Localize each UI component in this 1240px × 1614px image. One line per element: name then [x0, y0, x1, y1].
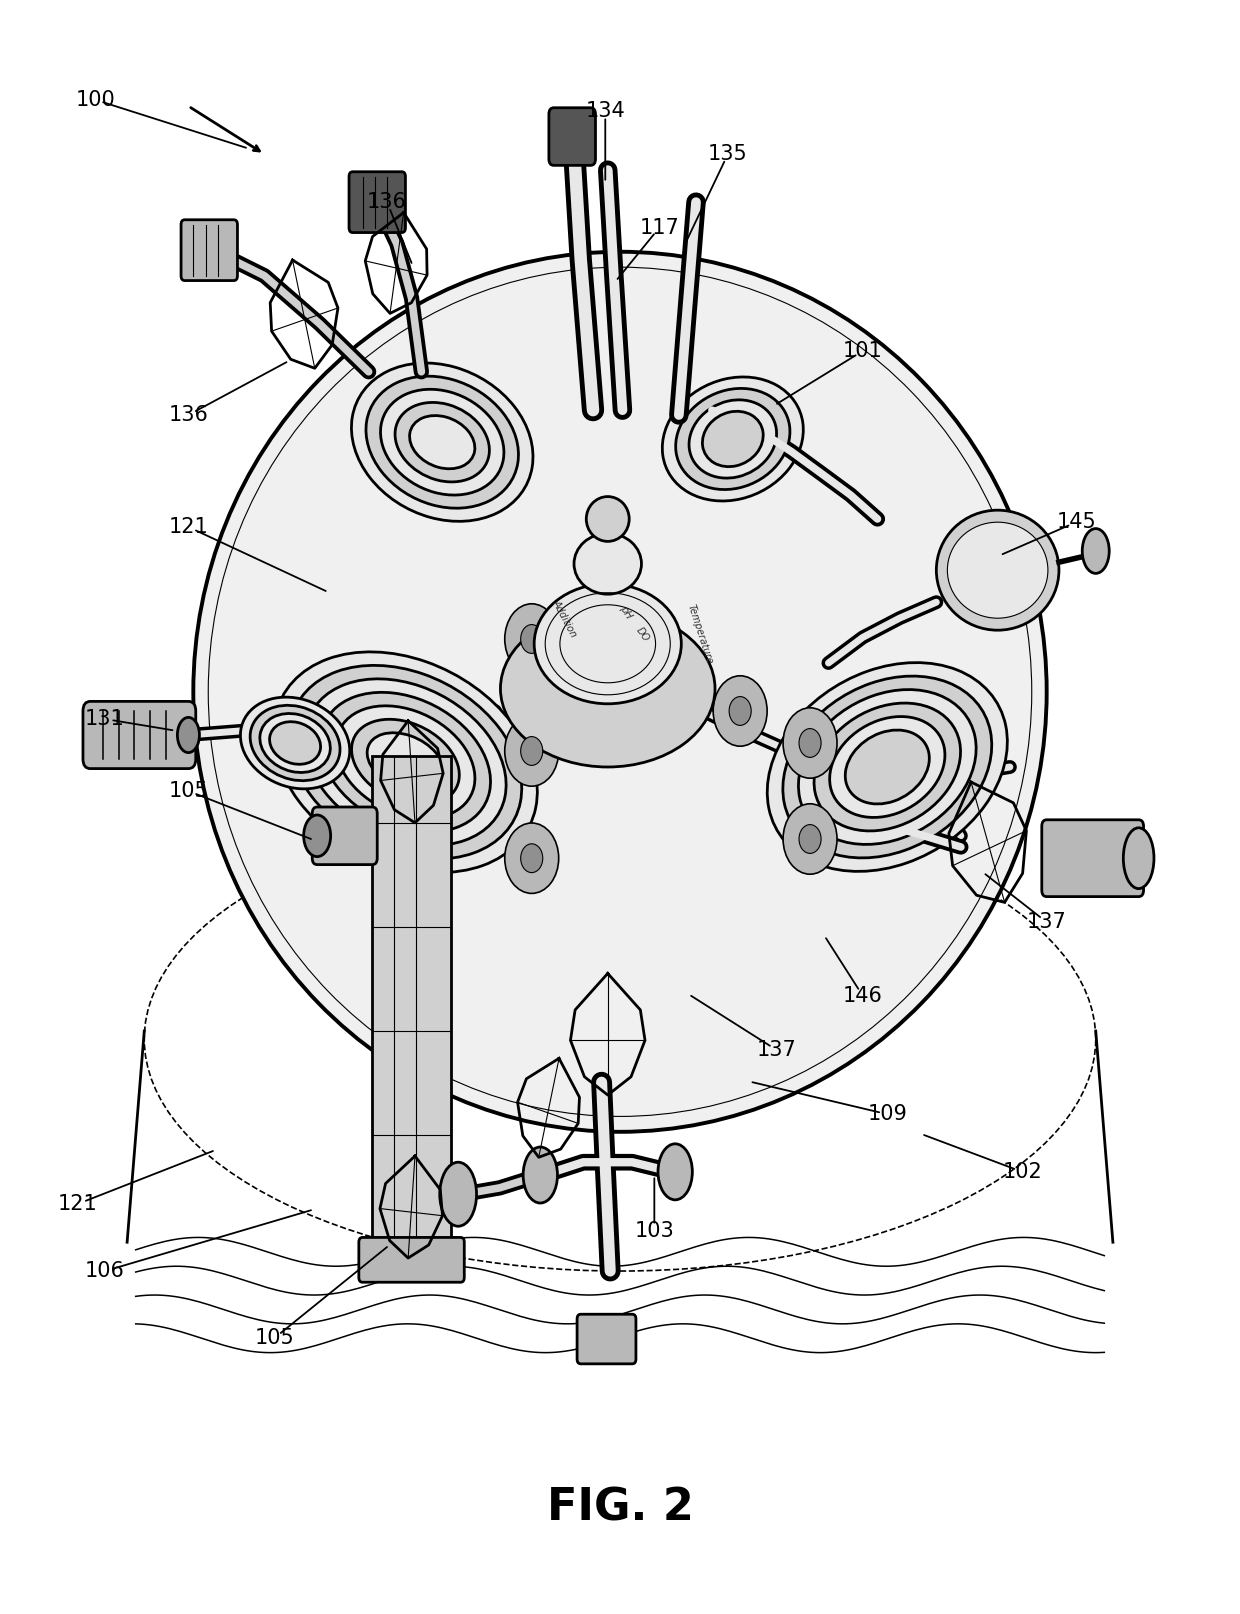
Ellipse shape: [799, 689, 976, 844]
Text: 102: 102: [1002, 1162, 1042, 1181]
Ellipse shape: [396, 402, 490, 483]
Ellipse shape: [366, 376, 518, 508]
Ellipse shape: [501, 610, 715, 767]
Ellipse shape: [813, 704, 961, 831]
Ellipse shape: [304, 815, 331, 857]
Circle shape: [799, 728, 821, 757]
Text: 103: 103: [635, 1222, 675, 1241]
Ellipse shape: [193, 252, 1047, 1131]
Text: 131: 131: [86, 709, 125, 730]
Circle shape: [521, 625, 543, 654]
Ellipse shape: [274, 652, 537, 873]
Ellipse shape: [336, 705, 475, 818]
Text: 136: 136: [169, 405, 208, 424]
Text: FIG. 2: FIG. 2: [547, 1486, 693, 1530]
Text: 137: 137: [1027, 912, 1066, 933]
Circle shape: [784, 804, 837, 875]
Text: 106: 106: [86, 1261, 125, 1282]
Ellipse shape: [241, 697, 350, 789]
FancyBboxPatch shape: [577, 1314, 636, 1364]
Circle shape: [713, 676, 768, 746]
Text: 137: 137: [758, 1039, 797, 1060]
Ellipse shape: [523, 1148, 558, 1202]
FancyBboxPatch shape: [372, 755, 451, 1243]
Text: 145: 145: [1056, 512, 1096, 533]
FancyBboxPatch shape: [1042, 820, 1143, 897]
Ellipse shape: [320, 692, 491, 833]
Ellipse shape: [676, 389, 790, 489]
Ellipse shape: [177, 717, 200, 752]
FancyBboxPatch shape: [358, 1238, 464, 1282]
Text: 101: 101: [843, 341, 883, 362]
Text: Temperature: Temperature: [686, 604, 714, 665]
Circle shape: [505, 823, 559, 894]
Ellipse shape: [289, 665, 522, 859]
Text: 136: 136: [367, 192, 407, 211]
Ellipse shape: [367, 733, 444, 791]
Circle shape: [521, 736, 543, 765]
FancyBboxPatch shape: [83, 702, 196, 768]
Circle shape: [799, 825, 821, 854]
Ellipse shape: [305, 679, 506, 846]
FancyBboxPatch shape: [312, 807, 377, 865]
FancyBboxPatch shape: [348, 171, 405, 232]
Ellipse shape: [1123, 828, 1154, 889]
Ellipse shape: [269, 721, 321, 765]
Circle shape: [729, 697, 751, 725]
Ellipse shape: [702, 412, 763, 466]
Text: DO: DO: [634, 625, 651, 644]
Ellipse shape: [689, 400, 776, 478]
Ellipse shape: [440, 1162, 476, 1227]
Ellipse shape: [1083, 528, 1110, 573]
Text: 121: 121: [169, 516, 208, 537]
Text: 109: 109: [867, 1104, 908, 1125]
Text: 134: 134: [585, 102, 625, 121]
Ellipse shape: [846, 730, 929, 804]
Ellipse shape: [936, 510, 1059, 629]
Ellipse shape: [830, 717, 945, 817]
Ellipse shape: [534, 584, 681, 704]
Ellipse shape: [260, 713, 330, 773]
Ellipse shape: [381, 389, 503, 495]
Ellipse shape: [250, 705, 340, 781]
Circle shape: [521, 844, 543, 873]
Ellipse shape: [351, 363, 533, 521]
Text: 135: 135: [708, 144, 748, 165]
Text: 100: 100: [76, 90, 115, 110]
Ellipse shape: [658, 1144, 692, 1199]
Ellipse shape: [352, 720, 459, 805]
Circle shape: [505, 715, 559, 786]
FancyBboxPatch shape: [549, 108, 595, 165]
Text: Addition: Addition: [551, 597, 579, 639]
Ellipse shape: [587, 497, 629, 541]
Ellipse shape: [574, 533, 641, 594]
Text: 117: 117: [640, 218, 680, 237]
Text: 121: 121: [58, 1194, 98, 1214]
Ellipse shape: [768, 663, 1007, 872]
Text: 105: 105: [169, 781, 208, 801]
Ellipse shape: [947, 523, 1048, 618]
FancyBboxPatch shape: [181, 220, 237, 281]
Ellipse shape: [409, 415, 475, 468]
Circle shape: [784, 709, 837, 778]
Text: 146: 146: [843, 986, 883, 1006]
Ellipse shape: [782, 676, 992, 859]
Text: pH: pH: [619, 604, 634, 620]
Ellipse shape: [662, 378, 804, 500]
Circle shape: [505, 604, 559, 675]
Text: 105: 105: [254, 1328, 294, 1348]
